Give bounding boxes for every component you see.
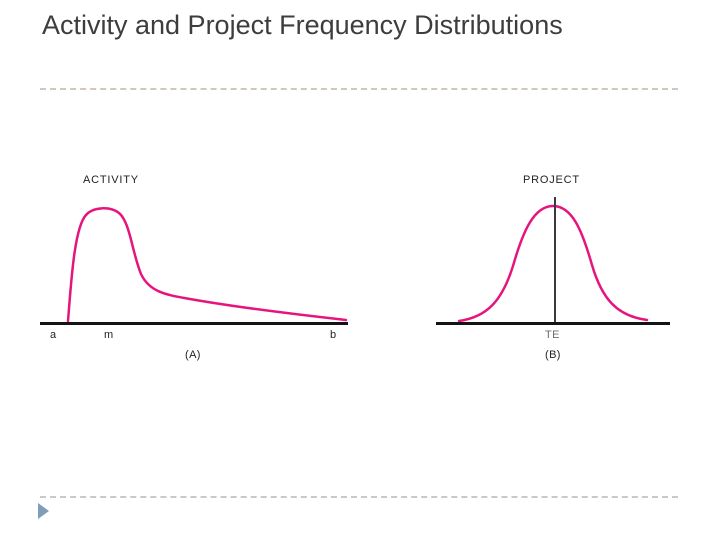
activity-curve bbox=[66, 207, 348, 323]
caption-figure-b: (B) bbox=[545, 349, 561, 361]
page-title: Activity and Project Frequency Distribut… bbox=[42, 10, 563, 40]
caption-figure-a: (A) bbox=[185, 349, 201, 361]
slide-footer-triangle-icon bbox=[38, 503, 49, 519]
te-vertical-line bbox=[554, 197, 556, 322]
footer-divider-dashed-line bbox=[40, 496, 678, 498]
tick-label-a: a bbox=[50, 329, 57, 341]
play-triangle-shape bbox=[38, 503, 49, 519]
project-baseline bbox=[436, 322, 670, 325]
project-curve bbox=[457, 204, 649, 323]
activity-axis-label: ACTIVITY bbox=[83, 174, 139, 186]
tick-label-b: b bbox=[330, 329, 337, 341]
title-divider-dashed-line bbox=[40, 88, 678, 90]
activity-baseline bbox=[40, 322, 348, 325]
tick-label-m: m bbox=[104, 329, 114, 341]
project-axis-label: PROJECT bbox=[523, 174, 580, 186]
tick-label-te: TE bbox=[545, 329, 560, 341]
